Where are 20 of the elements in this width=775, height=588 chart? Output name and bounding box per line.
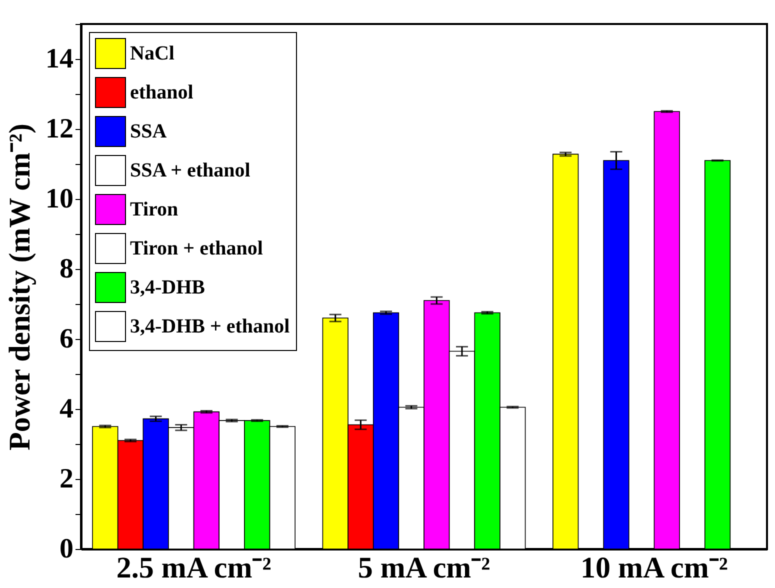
legend-label: ethanol xyxy=(130,82,194,104)
legend-label: 3,4-DHB + ethanol xyxy=(130,316,290,338)
y-tick-label: 12 xyxy=(46,114,74,144)
y-axis-title: Power density (mW cm⁻²) xyxy=(4,124,36,450)
legend-label: NaCl xyxy=(130,42,175,64)
legend-label: SSA + ethanol xyxy=(130,160,251,182)
y-tick-label: 4 xyxy=(60,394,74,424)
legend-label: Tiron + ethanol xyxy=(130,238,264,260)
y-tick-label: 8 xyxy=(60,254,74,284)
legend-label: 3,4-DHB xyxy=(130,276,205,298)
y-tick-label: 2 xyxy=(60,464,74,494)
y-tick-label: 10 xyxy=(46,184,74,214)
legend-label: Tiron xyxy=(130,198,178,220)
y-tick-label: 0 xyxy=(60,534,74,564)
x-tick-label: 10 mA cm⁻² xyxy=(580,552,728,584)
legend-label: SSA xyxy=(130,120,168,142)
x-tick-label: 2.5 mA cm⁻² xyxy=(116,552,272,584)
x-tick-label: 5 mA cm⁻² xyxy=(358,552,490,584)
y-tick-label: 6 xyxy=(60,324,74,354)
y-tick-label: 14 xyxy=(46,44,74,74)
